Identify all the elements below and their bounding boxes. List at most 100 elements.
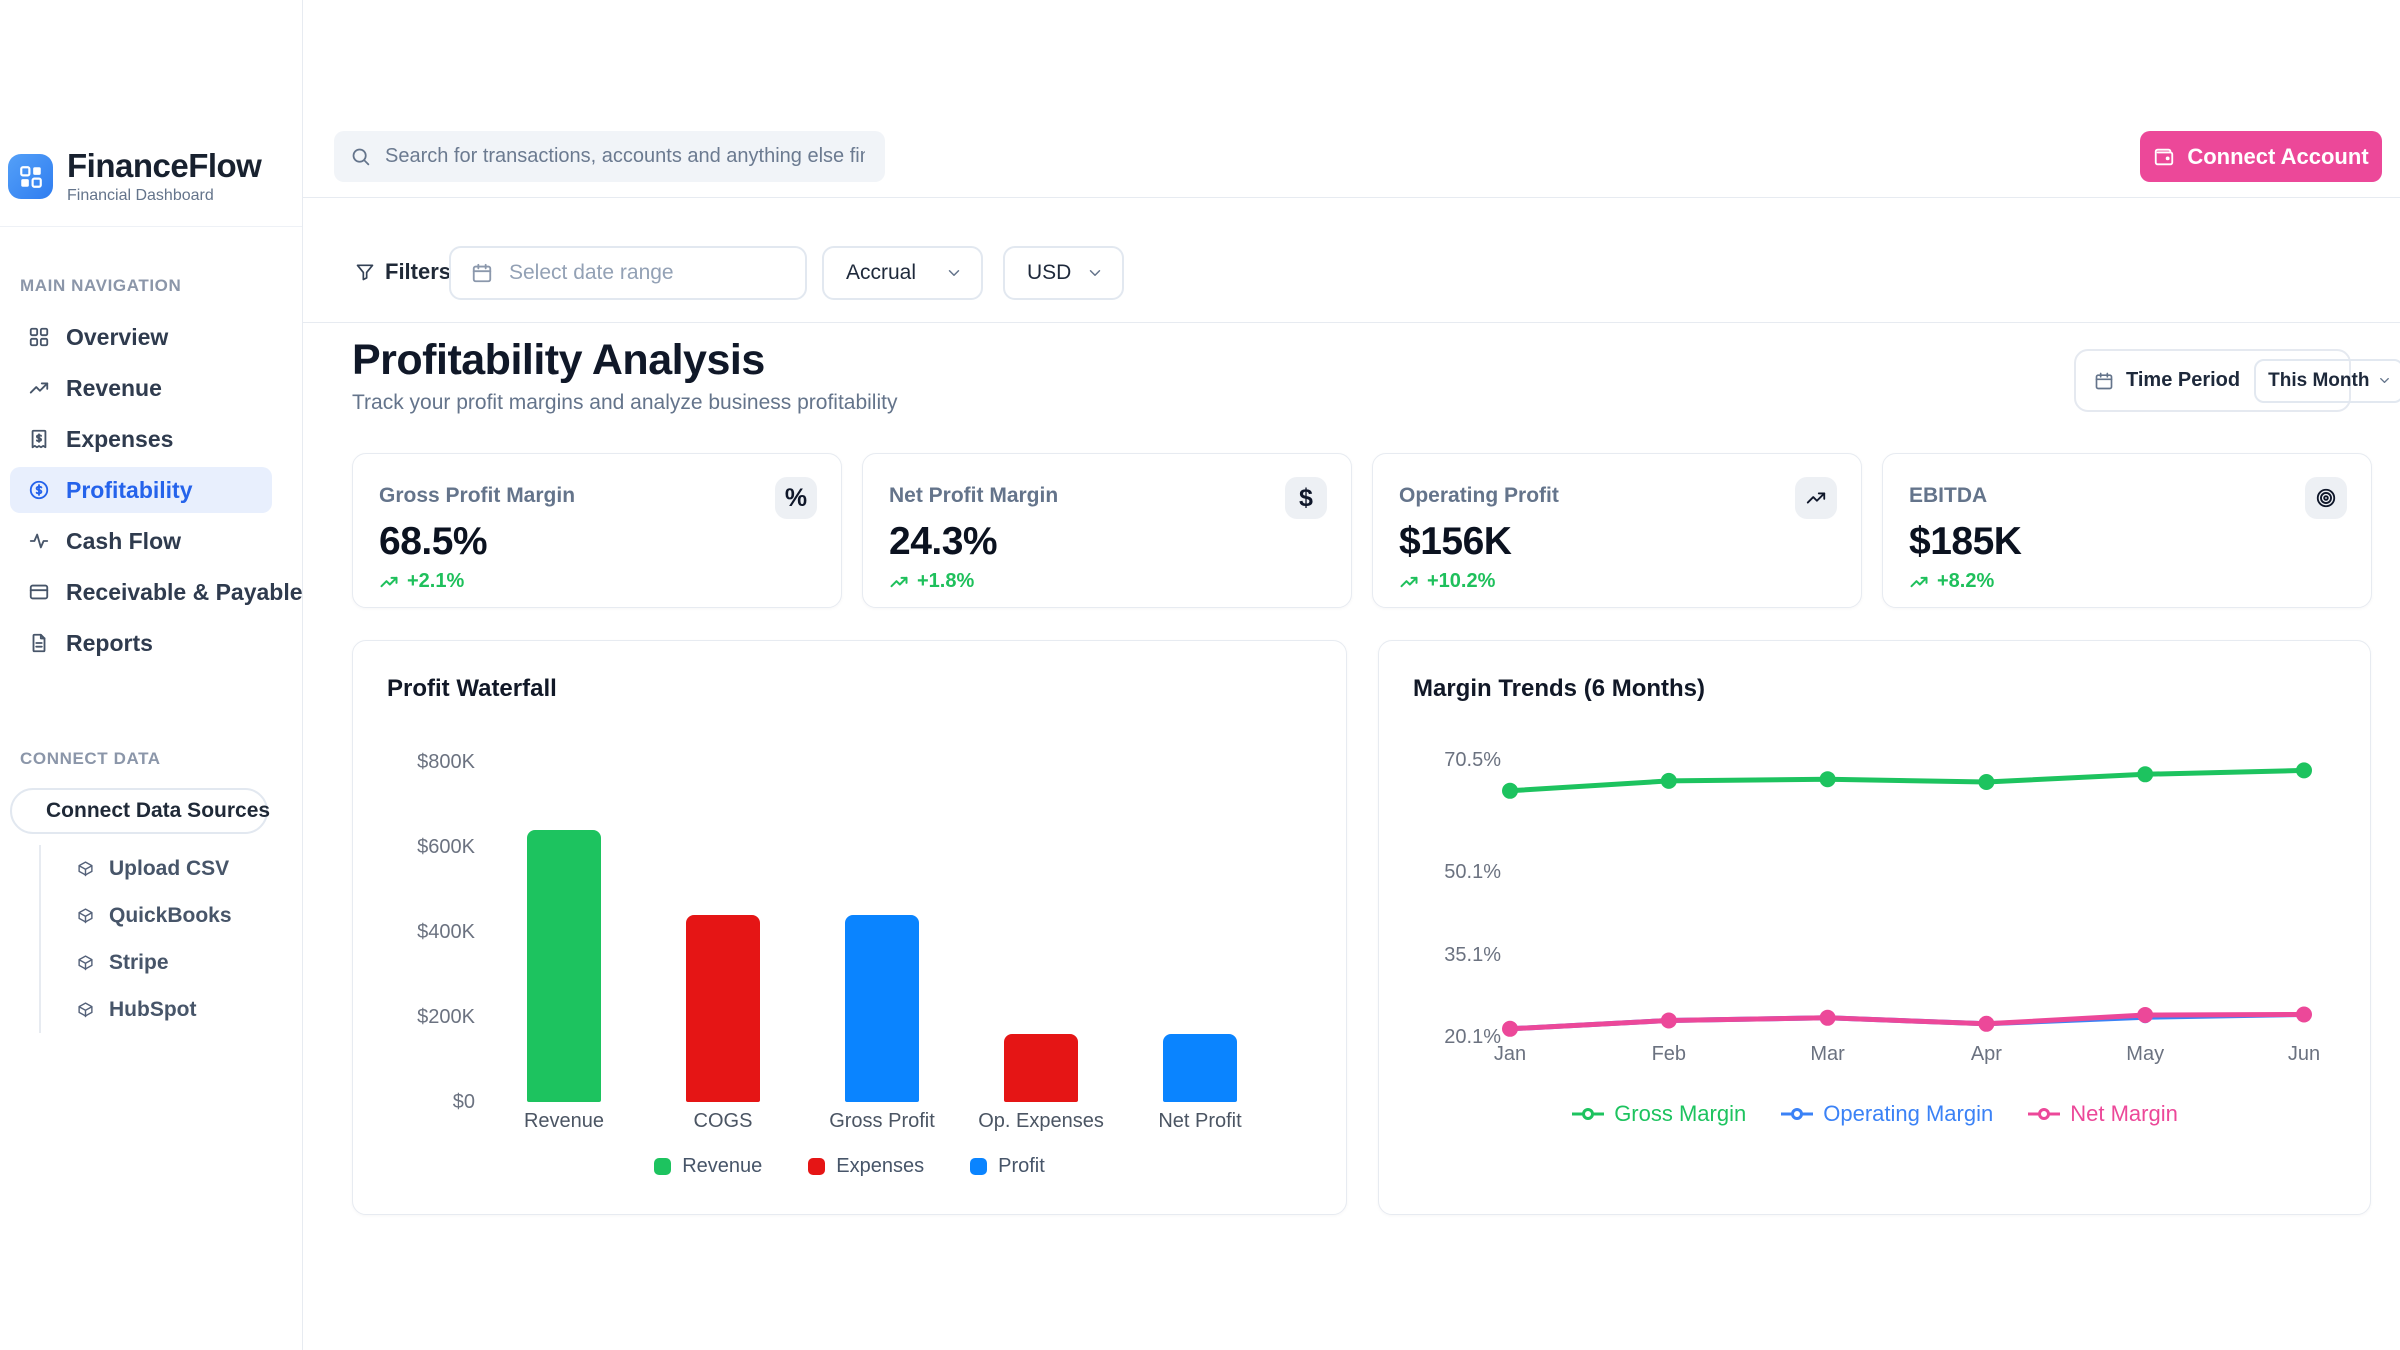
legend-marker xyxy=(1781,1108,1814,1120)
data-point-gross-margin xyxy=(1502,782,1518,799)
percent-icon: % xyxy=(775,477,817,519)
cube-icon xyxy=(77,907,94,924)
data-source-quickbooks[interactable]: QuickBooks xyxy=(41,892,281,939)
kpi-value: 68.5% xyxy=(379,520,488,563)
connect-account-label: Connect Account xyxy=(2187,143,2369,169)
connect-data-sources-label: Connect Data Sources xyxy=(46,799,271,822)
time-period-select[interactable]: This Month xyxy=(2254,358,2400,403)
main-navigation-label: MAIN NAVIGATION xyxy=(20,276,182,295)
kpi-card-ebitda: EBITDA $185K +8.2% xyxy=(1882,453,2372,608)
data-source-upload-csv[interactable]: Upload CSV xyxy=(41,845,281,892)
y-axis-tick: 50.1% xyxy=(1444,861,1501,884)
chevron-down-icon xyxy=(2377,373,2392,388)
x-axis-label: Gross Profit xyxy=(829,1110,935,1132)
chevron-down-icon xyxy=(1086,264,1104,282)
receipt-icon xyxy=(28,428,50,450)
waterfall-bar-revenue xyxy=(527,830,601,1102)
data-point-gross-margin xyxy=(1819,771,1836,788)
chevron-down-icon xyxy=(945,264,963,282)
main-navigation: Overview Revenue Expenses Profitability Cash… xyxy=(10,314,303,671)
kpi-label: Net Profit Margin xyxy=(889,484,1059,507)
filterbar-divider xyxy=(302,322,2400,323)
x-axis-label: Feb xyxy=(1651,1043,1687,1065)
trending-up-icon xyxy=(379,572,399,592)
sidebar-item-overview[interactable]: Overview xyxy=(10,314,272,360)
file-icon xyxy=(28,632,50,654)
brand-name: FinanceFlow xyxy=(67,147,262,184)
sidebar: FinanceFlow Financial Dashboard MAIN NAV… xyxy=(0,0,303,1350)
sidebar-item-expenses[interactable]: Expenses xyxy=(10,416,272,462)
currency-value: USD xyxy=(1027,261,1072,284)
waterfall-bar-gross-profit xyxy=(845,915,919,1102)
connect-data-sources-button[interactable]: Connect Data Sources xyxy=(10,788,271,834)
legend-item-net-margin: Net Margin xyxy=(2027,1101,2178,1127)
legend-item-revenue: Revenue xyxy=(654,1155,762,1178)
sidebar-divider xyxy=(0,226,302,227)
x-axis-label: Net Profit xyxy=(1158,1110,1242,1132)
sidebar-item-cash-flow[interactable]: Cash Flow xyxy=(10,518,272,564)
kpi-value: $185K xyxy=(1909,520,2022,563)
data-point-net-margin xyxy=(1502,1020,1518,1037)
y-axis-tick: $800K xyxy=(417,751,475,773)
date-range-input[interactable] xyxy=(449,246,807,300)
sidebar-item-receivable-payable[interactable]: Receivable & Payable xyxy=(10,569,303,615)
y-axis-tick: $200K xyxy=(417,1006,475,1028)
legend-swatch xyxy=(654,1158,672,1175)
cube-icon xyxy=(77,954,94,971)
filters-toggle[interactable]: Filters xyxy=(355,259,451,285)
currency-select[interactable]: USD xyxy=(1003,246,1124,300)
x-axis-label: Op. Expenses xyxy=(978,1110,1104,1132)
connect-data-label: CONNECT DATA xyxy=(20,749,161,768)
dollar-icon: $ xyxy=(1285,477,1327,519)
target-icon xyxy=(2305,477,2347,519)
accounting-method-select[interactable]: Accrual xyxy=(822,246,983,300)
global-search xyxy=(334,131,885,182)
data-source-hubspot[interactable]: HubSpot xyxy=(41,986,281,1033)
time-period-value: This Month xyxy=(2268,369,2370,391)
credit-card-icon xyxy=(28,581,50,603)
filters-label: Filters xyxy=(385,259,452,284)
trending-up-icon xyxy=(28,377,50,399)
kpi-row: Gross Profit Margin% 68.5% +2.1% Net Profit… xyxy=(352,453,2372,608)
series-line-gross-margin xyxy=(1507,767,2307,794)
legend-item-operating-margin: Operating Margin xyxy=(1780,1101,1993,1127)
sidebar-item-profitability[interactable]: Profitability xyxy=(10,467,272,513)
margin-trends-card: Margin Trends (6 Months) 70.5% 50.1% 35.1%… xyxy=(1378,640,2371,1215)
kpi-card-net-profit-margin: Net Profit Margin $24.3% +1.8% xyxy=(862,453,1352,608)
y-axis-tick: 70.5% xyxy=(1444,749,1501,771)
connect-account-button[interactable]: Connect Account xyxy=(2140,131,2382,182)
date-range-field[interactable] xyxy=(507,260,761,286)
x-axis-label: May xyxy=(2126,1043,2165,1065)
y-axis-tick: $0 xyxy=(452,1091,475,1113)
x-axis-label: Jun xyxy=(2287,1043,2321,1065)
legend-item-expenses: Expenses xyxy=(808,1155,924,1178)
trending-up-icon xyxy=(1795,477,1837,519)
search-input[interactable] xyxy=(383,144,867,169)
x-axis-label: Mar xyxy=(1810,1043,1845,1065)
time-period-label: Time Period xyxy=(2126,369,2241,391)
data-point-gross-margin xyxy=(1660,772,1677,789)
margin-trends-chart-title: Margin Trends (6 Months) xyxy=(1413,675,1706,702)
trending-up-icon xyxy=(1909,572,1929,592)
app-logo: FinanceFlow Financial Dashboard xyxy=(8,147,262,205)
wallet-icon xyxy=(2153,146,2175,168)
data-point-gross-margin xyxy=(2296,762,2312,779)
kpi-card-operating-profit: Operating Profit $156K +10.2% xyxy=(1372,453,1862,608)
kpi-card-gross-profit-margin: Gross Profit Margin% 68.5% +2.1% xyxy=(352,453,842,608)
sidebar-item-reports[interactable]: Reports xyxy=(10,620,272,666)
time-period-card: Time Period This Month xyxy=(2074,349,2400,412)
kpi-label: Operating Profit xyxy=(1399,484,1559,507)
series-line-net-margin xyxy=(1507,1012,2307,1032)
sidebar-item-revenue[interactable]: Revenue xyxy=(10,365,272,411)
legend-marker xyxy=(2028,1108,2061,1120)
legend-swatch xyxy=(970,1158,988,1175)
y-axis-tick: $400K xyxy=(417,921,475,943)
kpi-delta: +8.2% xyxy=(1909,570,1994,593)
calendar-icon xyxy=(2094,371,2114,391)
accounting-method-value: Accrual xyxy=(846,261,917,284)
kpi-value: 24.3% xyxy=(889,520,998,563)
kpi-label: Gross Profit Margin xyxy=(379,484,576,507)
data-source-stripe[interactable]: Stripe xyxy=(41,939,281,986)
trending-up-icon xyxy=(1399,572,1419,592)
kpi-label: EBITDA xyxy=(1909,484,1988,507)
